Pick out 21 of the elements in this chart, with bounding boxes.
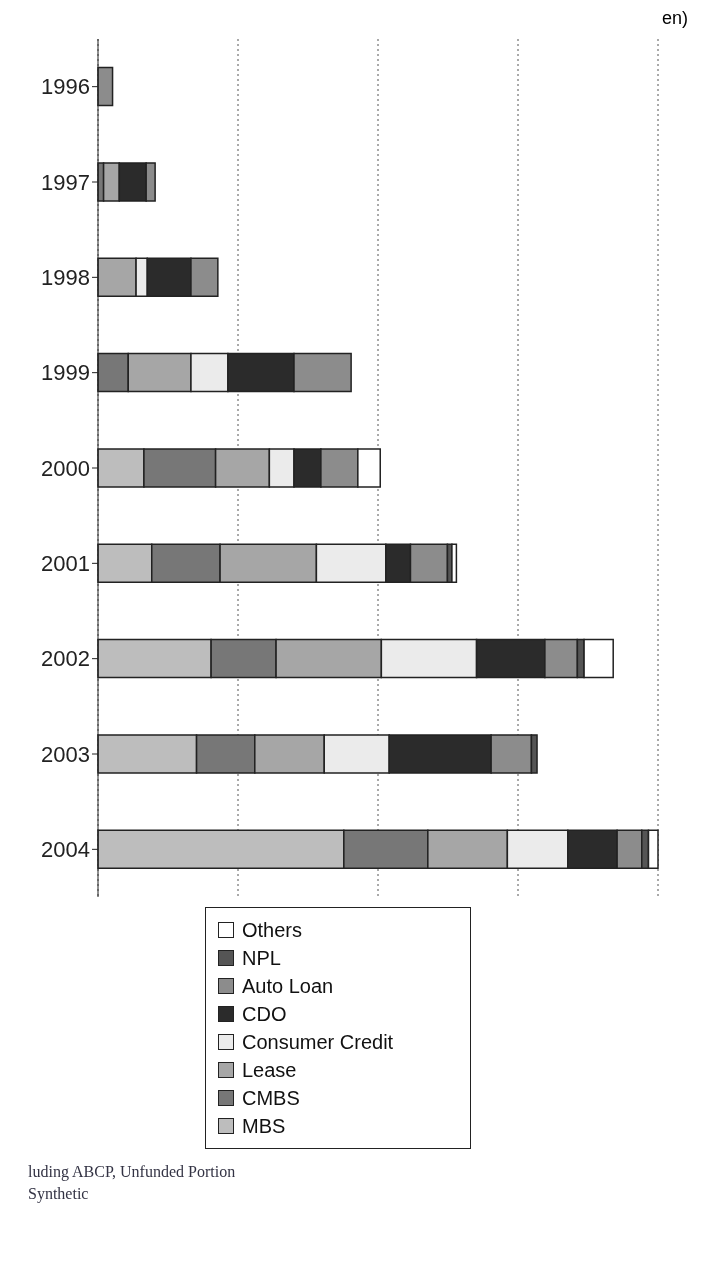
legend-label: Auto Loan <box>242 974 334 999</box>
y-tick-label: 2004 <box>41 837 90 863</box>
y-tick-label: 1996 <box>41 74 90 100</box>
y-tick-label: 1998 <box>41 265 90 291</box>
y-tick-label: 2002 <box>41 646 90 672</box>
legend-label: MBS <box>242 1114 286 1139</box>
text: Synthetic <box>27 1185 90 1203</box>
y-tick-label: 2001 <box>41 551 90 577</box>
legend-label: Others <box>242 918 303 943</box>
legend-label: NPL <box>242 946 281 971</box>
legend-label: CMBS <box>242 1086 300 1111</box>
y-tick-label: 1999 <box>41 360 90 386</box>
y-tick-label: 2003 <box>41 741 90 767</box>
y-tick-label: 2000 <box>41 455 90 481</box>
bar <box>451 543 458 584</box>
x-axis-title: en) <box>661 8 689 29</box>
legend-label: Lease <box>242 1058 297 1083</box>
legend-label: Consumer Credit <box>242 1030 394 1055</box>
legend-label: CDO <box>242 1002 287 1027</box>
text: luding ABCP, Unfunded Portion <box>27 1163 237 1181</box>
y-tick-label: 1997 <box>41 169 90 195</box>
